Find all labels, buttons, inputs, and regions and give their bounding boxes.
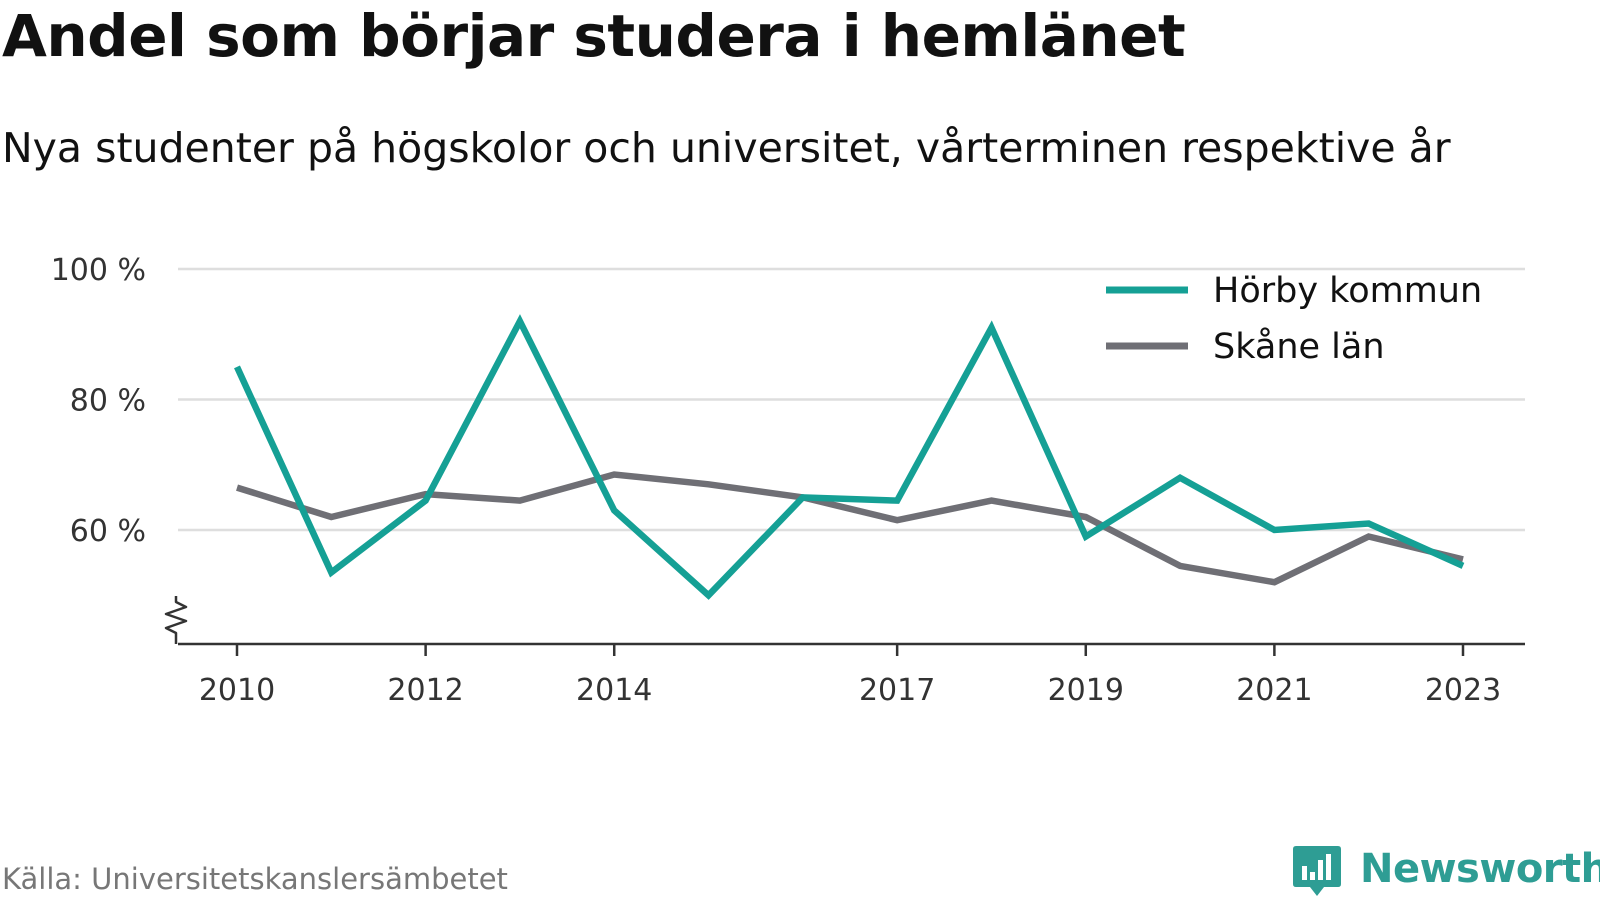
line-chart: 60 %80 %100 % 2010 2012 2014 2017 2019 2021 20… xyxy=(51,253,1525,708)
x-tick-label-2023: 2023 xyxy=(1425,673,1501,708)
y-tick-label-100: 100 % xyxy=(51,253,146,288)
x-axis-tick-labels: 2010 2012 2014 2017 2019 2021 2023 xyxy=(199,673,1501,708)
bar-chart-speech-icon xyxy=(1293,846,1341,896)
x-tick-label-2010: 2010 xyxy=(199,673,275,708)
x-tick-label-2014: 2014 xyxy=(576,673,652,708)
series-line-horby-kommun xyxy=(234,314,1465,600)
axis-break-icon xyxy=(164,596,188,644)
x-tick-label-2012: 2012 xyxy=(387,673,463,708)
chart-subtitle: Nya studenter på högskolor och universit… xyxy=(2,124,1451,172)
y-tick-label-80: 80 % xyxy=(70,384,146,419)
brand-name: Newsworthy xyxy=(1360,846,1600,892)
legend: Hörby kommun Skåne län xyxy=(1092,271,1500,378)
source-note: Källa: Universitetskanslersämbetet xyxy=(2,862,508,896)
x-tick-label-2019: 2019 xyxy=(1048,673,1124,708)
x-tick-label-2017: 2017 xyxy=(859,673,935,708)
y-axis-tick-labels: 60 % 80 % 100 % xyxy=(51,253,146,549)
y-tick-label-60: 60 % xyxy=(70,514,146,549)
x-tick-label-2021: 2021 xyxy=(1236,673,1312,708)
x-axis xyxy=(164,596,1525,656)
legend-label-horby-kommun: Hörby kommun xyxy=(1213,271,1482,311)
legend-label-skane-lan: Skåne län xyxy=(1213,326,1385,367)
chart-title: Andel som börjar studera i hemlänet xyxy=(2,2,1186,70)
series-lines xyxy=(234,314,1465,600)
series-line-skane-lan xyxy=(236,471,1464,586)
brand-logo: Newsworthy xyxy=(1292,842,1600,900)
